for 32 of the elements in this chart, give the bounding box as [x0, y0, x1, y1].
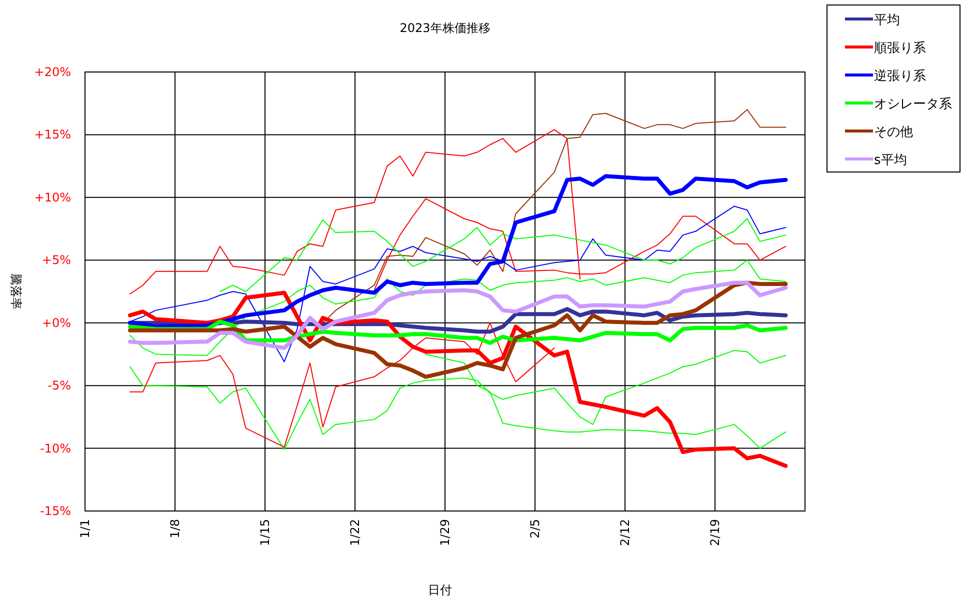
y-tick-label: +20%	[34, 65, 71, 79]
legend-label: 順張り系	[874, 41, 926, 56]
line-series	[130, 260, 786, 356]
y-tick-label: -15%	[40, 504, 71, 518]
line-series	[128, 290, 788, 468]
line-series	[322, 109, 786, 324]
line-series	[128, 280, 788, 379]
x-tick-label: 2/12	[618, 519, 632, 546]
y-tick-label: +10%	[34, 190, 71, 204]
legend-label: 平均	[874, 13, 900, 28]
legend-label: オシレータ系	[874, 97, 952, 112]
y-axis-title: 騰落率	[9, 274, 23, 310]
x-axis-title: 日付	[428, 583, 452, 597]
y-tick-label: -5%	[48, 378, 71, 393]
line-series	[220, 218, 786, 292]
y-tick-label: +5%	[42, 253, 71, 268]
x-tick-label: 2/5	[528, 519, 542, 538]
x-tick-label: 1/22	[348, 519, 362, 546]
y-tick-label: +15%	[34, 128, 71, 142]
chart-title: 2023年株価推移	[400, 21, 490, 35]
legend-label: その他	[874, 125, 913, 140]
y-tick-label: -10%	[40, 441, 71, 456]
x-tick-label: 1/15	[258, 519, 272, 546]
x-tick-label: 1/8	[168, 519, 182, 538]
legend-label: 逆張り系	[874, 69, 926, 84]
x-tick-label: 1/29	[438, 519, 452, 546]
line-series	[130, 350, 786, 450]
legend-label: s平均	[874, 153, 907, 168]
x-tick-label: 1/1	[78, 519, 92, 538]
y-tick-label: +0%	[42, 316, 71, 330]
x-tick-label: 2/19	[708, 519, 722, 546]
line-series	[128, 280, 788, 350]
